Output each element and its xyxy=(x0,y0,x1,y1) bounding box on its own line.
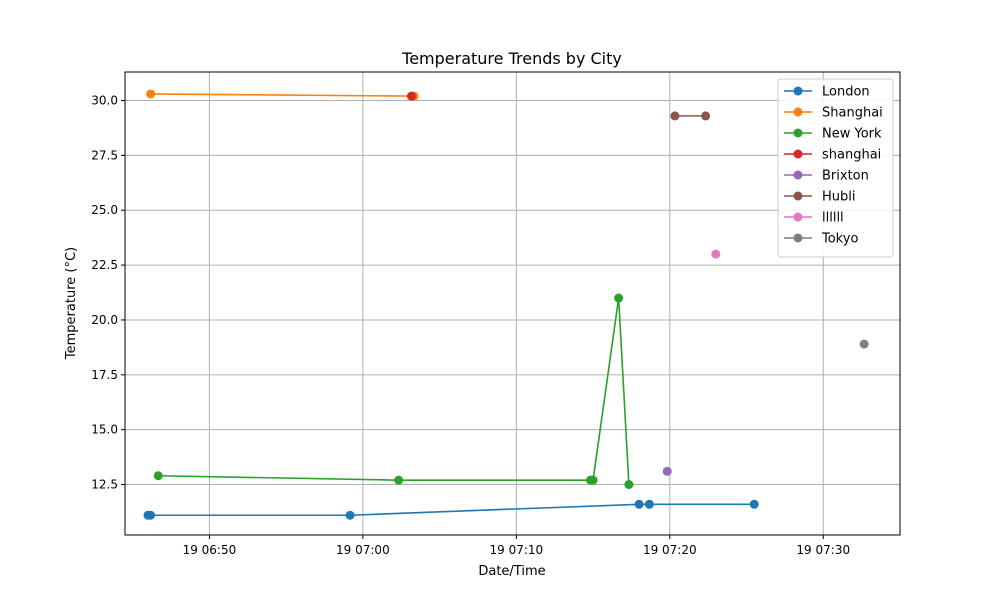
legend-label-llllll: llllll xyxy=(822,211,844,226)
series-markers xyxy=(143,89,869,520)
legend-item-shanghai: shanghai xyxy=(784,148,881,163)
legend-marker-brixton xyxy=(793,170,803,180)
legend-label-shanghai: Shanghai xyxy=(822,106,883,121)
legend-item-london: London xyxy=(784,85,870,100)
data-point-new-york xyxy=(394,475,404,485)
legend: London Shanghai New York shanghai Brixton Hub… xyxy=(777,78,894,258)
x-tick-label: 19 07:10 xyxy=(490,543,544,557)
legend-label-london: London xyxy=(822,85,870,100)
legend-marker-shanghai xyxy=(793,107,803,117)
legend-item-llllll: llllll xyxy=(784,211,844,226)
data-point-london xyxy=(345,510,355,520)
x-tick-label: 19 07:00 xyxy=(336,543,390,557)
legend-label-shanghai: shanghai xyxy=(822,148,881,163)
grid xyxy=(125,72,900,535)
data-point-new-york xyxy=(588,475,598,485)
legend-box xyxy=(777,78,894,258)
series-line-shanghai xyxy=(150,93,415,97)
legend-label-tokyo: Tokyo xyxy=(821,232,858,247)
legend-item-shanghai: Shanghai xyxy=(784,106,883,121)
data-point-new-york xyxy=(153,471,163,481)
y-axis-ticks: 12.5 15.0 17.5 20.0 22.5 25.0 27.5 30.0 xyxy=(91,94,125,492)
data-point-london xyxy=(749,499,759,509)
x-axis-ticks: 19 06:50 19 07:00 19 07:10 19 07:20 19 07:30 xyxy=(183,535,850,557)
legend-label-hubli: Hubli xyxy=(822,190,856,205)
y-tick-label: 17.5 xyxy=(91,368,118,382)
data-point-llllll xyxy=(711,249,721,259)
data-point-shanghai xyxy=(406,91,416,101)
x-tick-label: 19 06:50 xyxy=(183,543,237,557)
y-tick-label: 25.0 xyxy=(91,203,118,217)
data-point-shanghai xyxy=(146,89,156,99)
data-point-london xyxy=(146,510,156,520)
legend-item-new-york: New York xyxy=(784,127,882,142)
data-point-new-york xyxy=(614,293,624,303)
legend-marker-london xyxy=(793,86,803,96)
data-point-london xyxy=(644,499,654,509)
y-axis-label: Temperature (°C) xyxy=(64,247,79,360)
legend-label-brixton: Brixton xyxy=(822,169,869,184)
data-point-hubli xyxy=(701,111,711,121)
legend-item-hubli: Hubli xyxy=(784,190,856,205)
chart-title: Temperature Trends by City xyxy=(401,49,622,68)
y-tick-label: 20.0 xyxy=(91,313,118,327)
y-tick-label: 30.0 xyxy=(91,94,118,108)
legend-marker-hubli xyxy=(793,191,803,201)
legend-marker-shanghai xyxy=(793,149,803,159)
y-tick-label: 27.5 xyxy=(91,148,118,162)
data-point-tokyo xyxy=(859,339,869,349)
data-point-new-york xyxy=(624,480,634,490)
data-point-london xyxy=(634,499,644,509)
x-axis-label: Date/Time xyxy=(478,564,545,579)
legend-marker-tokyo xyxy=(793,233,803,243)
plot-frame xyxy=(124,71,901,536)
y-tick-label: 15.0 xyxy=(91,423,118,437)
y-tick-label: 12.5 xyxy=(91,478,118,492)
x-tick-label: 19 07:30 xyxy=(796,543,850,557)
legend-item-tokyo: Tokyo xyxy=(784,232,858,247)
data-point-brixton xyxy=(662,466,672,476)
legend-marker-new-york xyxy=(793,128,803,138)
legend-label-new-york: New York xyxy=(822,127,882,142)
legend-item-brixton: Brixton xyxy=(784,169,869,184)
y-tick-label: 22.5 xyxy=(91,258,118,272)
data-point-hubli xyxy=(670,111,680,121)
x-tick-label: 19 07:20 xyxy=(643,543,697,557)
legend-marker-llllll xyxy=(793,212,803,222)
